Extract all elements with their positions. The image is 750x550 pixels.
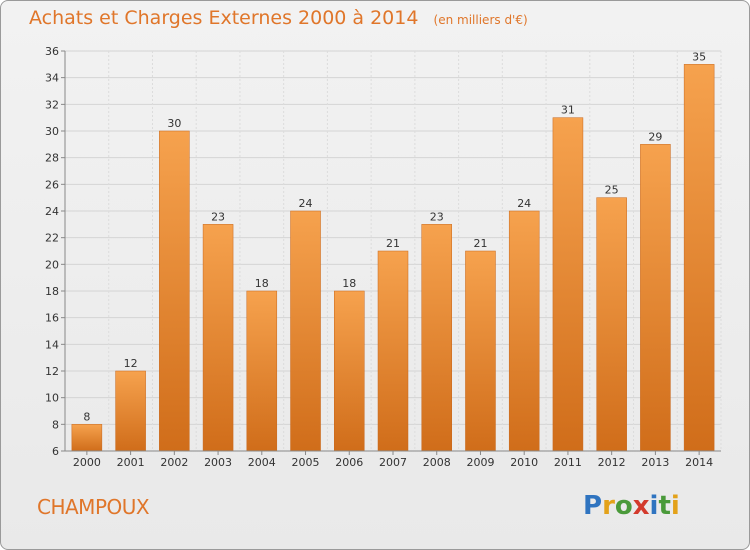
bar (71, 424, 103, 452)
bar (159, 130, 190, 452)
bar (465, 250, 496, 452)
logo-letter: P (583, 491, 603, 521)
y-tick-label: 36 (45, 45, 59, 58)
y-tick-label: 18 (45, 285, 59, 298)
x-tick-label: 2003 (204, 456, 232, 469)
data-label: 35 (692, 50, 706, 63)
data-label: 8 (83, 410, 90, 423)
data-label: 21 (386, 237, 400, 250)
x-tick-label: 2000 (73, 456, 101, 469)
commune-name: CHAMPOUX (37, 495, 150, 519)
x-tick-label: 2007 (379, 456, 407, 469)
y-tick-label: 6 (52, 445, 59, 458)
data-label: 25 (605, 184, 619, 197)
data-label: 24 (517, 197, 531, 210)
bars-layer (71, 64, 715, 452)
y-tick-label: 28 (45, 152, 59, 165)
logo-letter: x (632, 491, 650, 521)
bar (596, 197, 627, 452)
data-label: 23 (430, 210, 444, 223)
data-label: 23 (211, 210, 225, 223)
logo-letter: i (670, 491, 680, 521)
y-tick-label: 12 (45, 365, 59, 378)
y-tick-label: 10 (45, 392, 59, 405)
logo-letter: r (602, 491, 615, 521)
x-tick-label: 2006 (335, 456, 363, 469)
x-tick-label: 2008 (423, 456, 451, 469)
data-label: 18 (342, 277, 356, 290)
data-label: 18 (255, 277, 269, 290)
y-tick-label: 26 (45, 178, 59, 191)
bar (508, 210, 540, 452)
bar (683, 64, 715, 452)
data-label: 30 (167, 117, 181, 130)
data-label: 21 (473, 237, 487, 250)
data-label: 12 (124, 357, 138, 370)
title-row: Achats et Charges Externes 2000 à 2014 (… (29, 7, 528, 29)
x-tick-label: 2005 (292, 456, 320, 469)
x-tick-label: 2011 (554, 456, 582, 469)
data-label: 29 (648, 130, 662, 143)
x-tick-label: 2014 (685, 456, 713, 469)
x-tick-label: 2012 (598, 456, 626, 469)
chart-title: Achats et Charges Externes 2000 à 2014 (29, 7, 419, 29)
bar (377, 250, 409, 452)
labels-layer: 8 12 30 23 18 24 18 21 23 21 24 31 25 29 35 (83, 50, 706, 423)
chart-subtitle: (en milliers d'€) (433, 13, 528, 27)
y-tick-label: 16 (45, 312, 59, 325)
y-tick-label: 34 (45, 72, 59, 85)
x-tick-label: 2001 (117, 456, 145, 469)
data-label: 24 (299, 197, 313, 210)
logo-letter: t (658, 491, 671, 521)
bar (246, 290, 278, 452)
x-tick-label: 2002 (160, 456, 188, 469)
data-label: 31 (561, 104, 575, 117)
bar (552, 117, 584, 452)
y-tick-label: 22 (45, 232, 59, 245)
y-tick-label: 14 (45, 338, 59, 351)
bar (202, 224, 234, 452)
logo-letter: o (614, 491, 633, 521)
y-tick-label: 30 (45, 125, 59, 138)
y-tick-label: 32 (45, 98, 59, 111)
bar (115, 370, 146, 452)
axis-layer: 6 8 10 12 14 16 18 20 22 24 26 28 30 32 34 36 2000 2001 20… (45, 45, 721, 469)
x-tick-label: 2004 (248, 456, 276, 469)
bar (290, 210, 321, 452)
y-tick-label: 20 (45, 258, 59, 271)
x-tick-label: 2013 (641, 456, 669, 469)
bar (640, 144, 671, 452)
bar (334, 290, 365, 452)
y-tick-label: 8 (52, 418, 59, 431)
proxiti-logo[interactable]: Proxiti (583, 491, 680, 521)
x-tick-label: 2009 (466, 456, 494, 469)
y-tick-label: 24 (45, 205, 59, 218)
x-tick-label: 2010 (510, 456, 538, 469)
logo-letter: i (649, 491, 659, 521)
bar (421, 224, 452, 452)
